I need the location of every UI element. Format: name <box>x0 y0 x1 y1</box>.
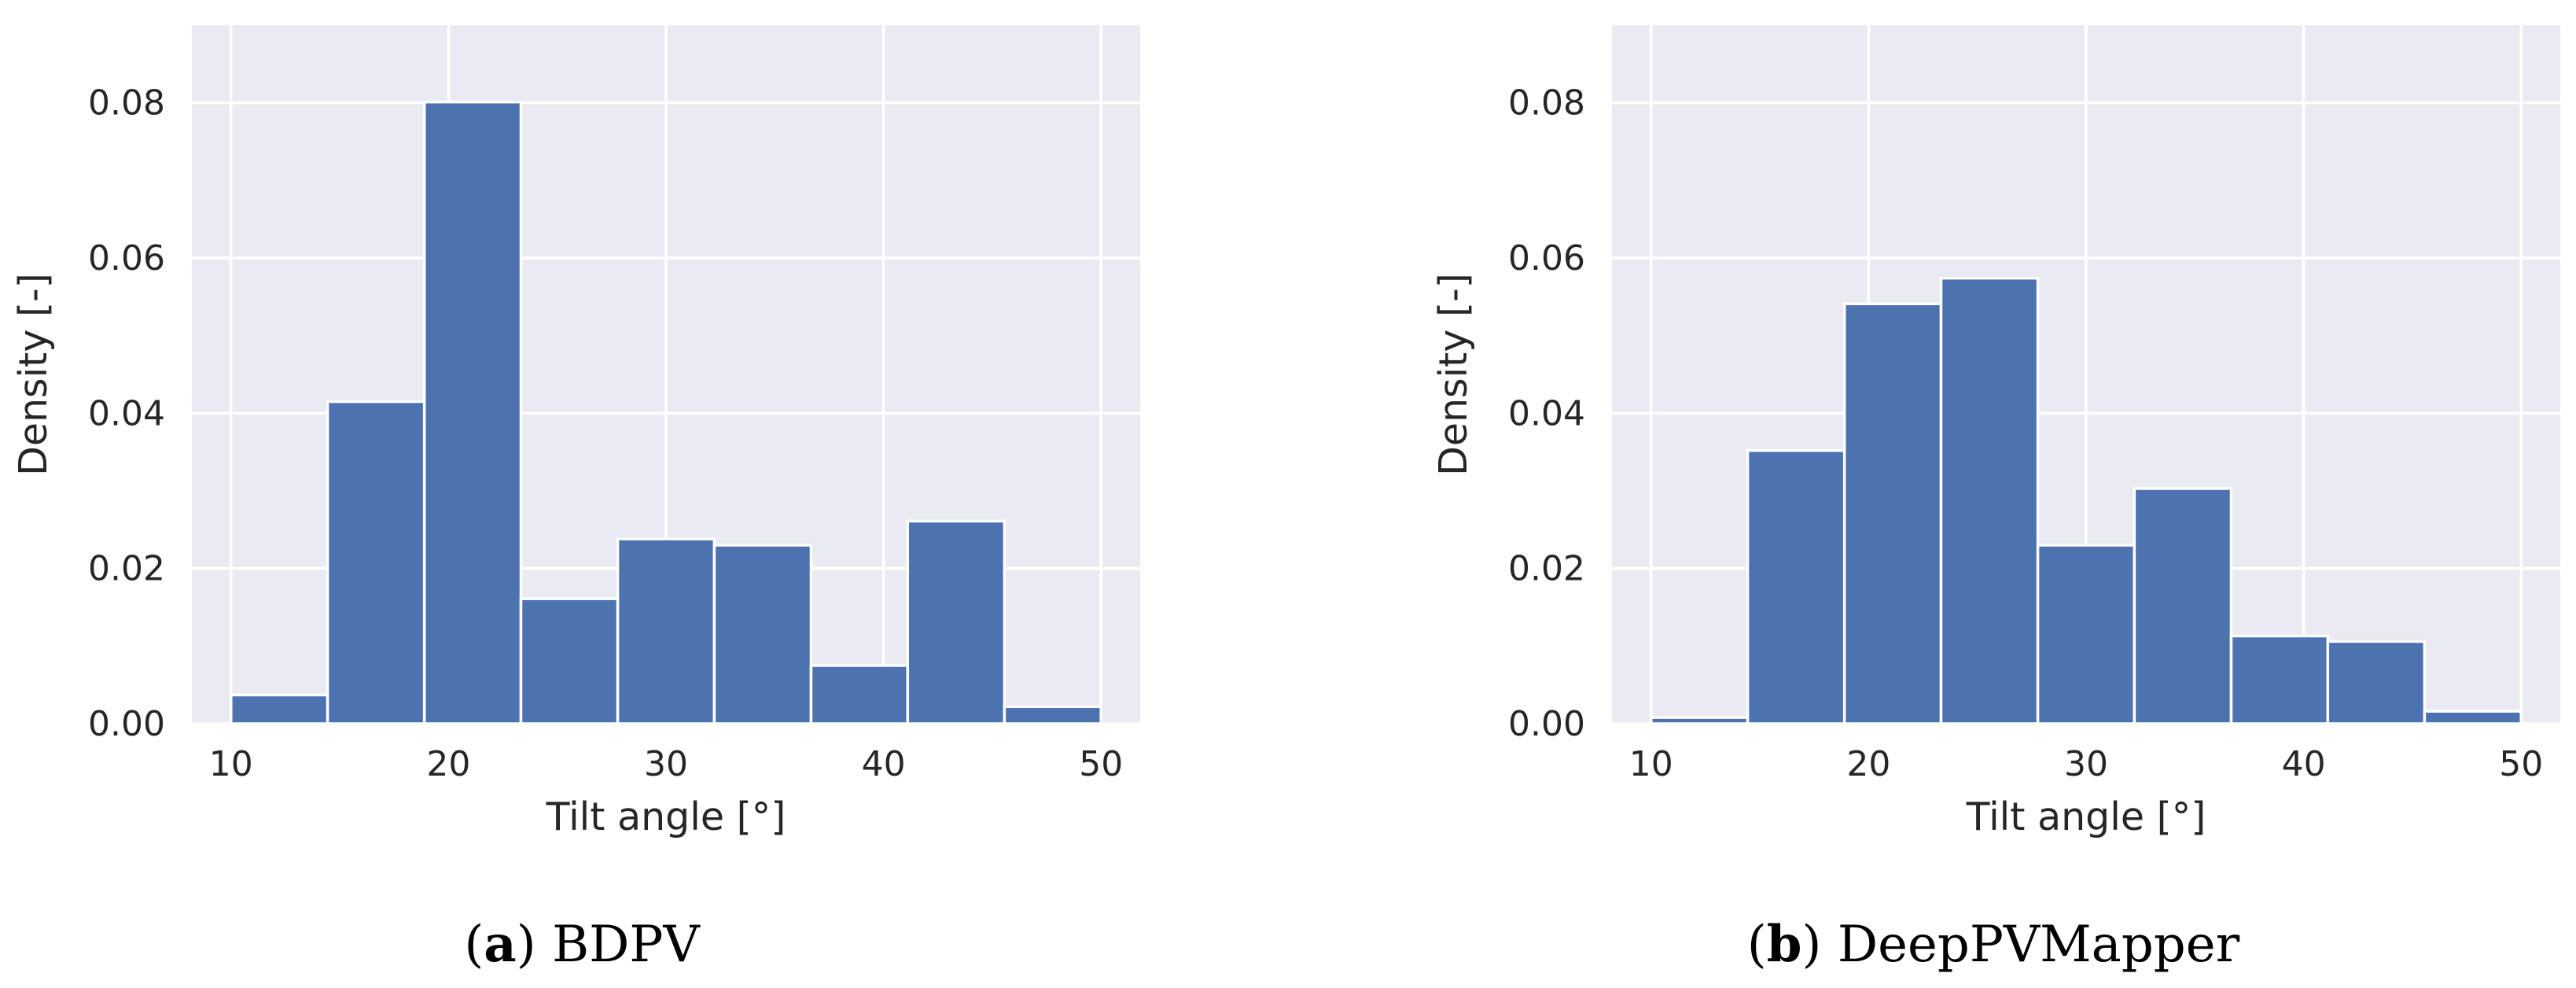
y-axis-label: Density [-] <box>1431 273 1476 476</box>
x-tick-label: 40 <box>2282 744 2326 784</box>
x-tick-label: 10 <box>209 744 253 784</box>
y-tick-label: 0.02 <box>88 549 165 589</box>
y-tick-labels: 0.00 0.02 0.04 0.06 0.08 <box>1508 83 1585 744</box>
y-tick-label: 0.04 <box>88 393 165 433</box>
y-tick-label: 0.06 <box>88 238 165 278</box>
y-axis-label: Density [-] <box>11 273 56 476</box>
histogram-bar <box>326 400 426 725</box>
x-tick-label: 50 <box>1079 744 1123 784</box>
y-tick-label: 0.02 <box>1508 549 1585 589</box>
y-tick-label: 0.08 <box>1508 83 1585 124</box>
histogram-bar <box>230 693 329 725</box>
histogram-bar <box>2423 710 2523 725</box>
histogram-bars <box>230 100 1102 725</box>
x-tick-labels: 10 20 30 40 50 <box>1629 744 2543 784</box>
x-tick-label: 40 <box>862 744 906 784</box>
panel-caption: (a) BDPV <box>464 915 701 974</box>
caption-text: BDPV <box>552 916 701 974</box>
histogram-panel-a: 0.00 0.02 0.04 0.06 0.08 10 20 30 40 50 Tilt ang… <box>11 25 1140 974</box>
histogram-bar <box>1003 705 1102 725</box>
x-tick-label: 30 <box>644 744 688 784</box>
panel-caption: (b) DeepPVMapper <box>1747 915 2240 974</box>
histogram-bar <box>1650 716 1750 725</box>
x-tick-label: 10 <box>1629 744 1673 784</box>
histogram-bar <box>1842 302 1943 725</box>
y-tick-label: 0.00 <box>1508 704 1585 744</box>
caption-text: DeepPVMapper <box>1838 916 2240 974</box>
x-axis-label: Tilt angle [°] <box>1966 794 2206 839</box>
x-tick-label: 20 <box>1846 744 1890 784</box>
y-tick-label: 0.00 <box>88 704 165 744</box>
y-tick-label: 0.06 <box>1508 238 1585 278</box>
x-tick-label: 20 <box>426 744 470 784</box>
histogram-bar <box>1939 276 2040 725</box>
histogram-bar <box>519 597 620 725</box>
histogram-bars <box>1650 276 2523 725</box>
x-axis-label: Tilt angle [°] <box>546 794 786 839</box>
x-tick-labels: 10 20 30 40 50 <box>209 744 1123 784</box>
histogram-bar <box>2326 640 2427 725</box>
caption-letter: b <box>1767 915 1802 974</box>
caption-letter: a <box>484 915 516 974</box>
y-tick-label: 0.04 <box>1508 393 1585 433</box>
histogram-bar <box>2036 544 2136 725</box>
histogram-panel-b: 0.00 0.02 0.04 0.06 0.08 10 20 30 40 50 Tilt ang… <box>1431 25 2560 974</box>
histogram-bar <box>422 100 523 725</box>
x-tick-label: 50 <box>2499 744 2543 784</box>
y-tick-label: 0.08 <box>88 83 165 124</box>
y-tick-labels: 0.00 0.02 0.04 0.06 0.08 <box>88 83 165 744</box>
histogram-bar <box>712 544 813 725</box>
histogram-bar <box>1746 448 1846 725</box>
x-tick-label: 30 <box>2064 744 2108 784</box>
histogram-bar <box>809 664 910 725</box>
histogram-bar <box>2229 634 2330 725</box>
histogram-bar <box>2133 487 2233 725</box>
histogram-bar <box>616 537 716 725</box>
histogram-bar <box>906 519 1006 725</box>
